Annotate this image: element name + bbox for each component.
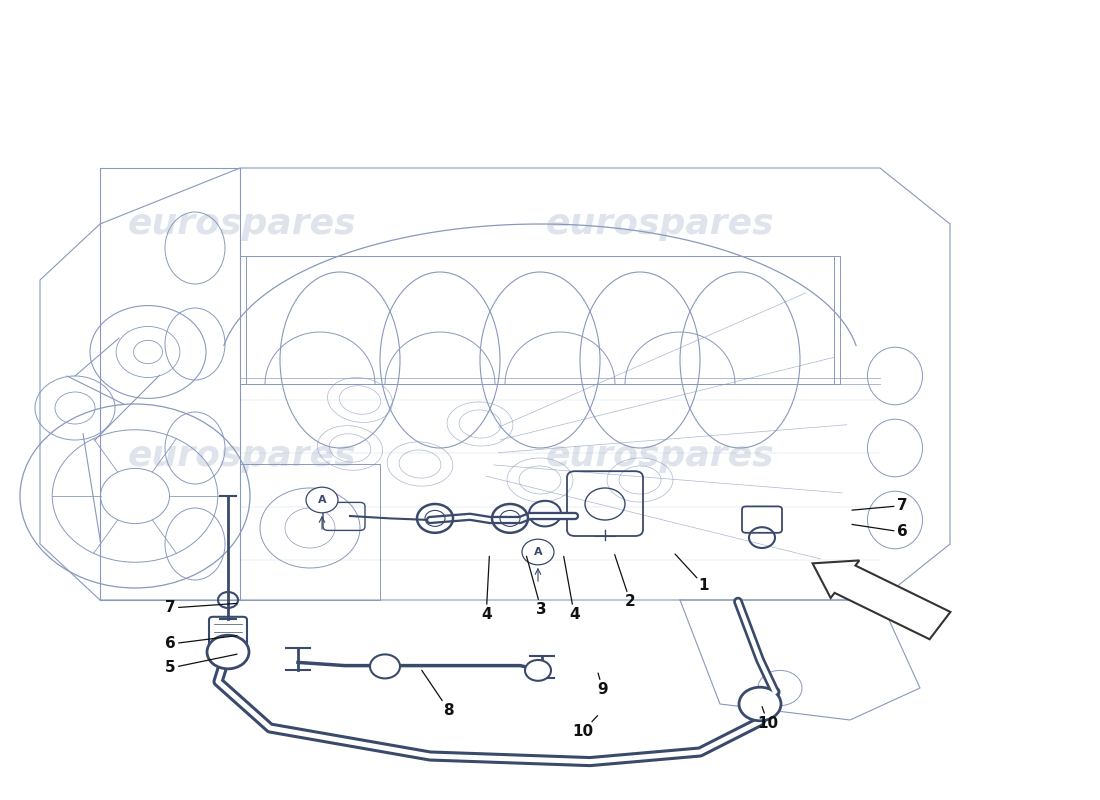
Text: 4: 4 [563, 556, 580, 622]
Text: 10: 10 [757, 706, 779, 730]
Circle shape [207, 635, 249, 669]
Text: 10: 10 [572, 716, 597, 738]
Text: A: A [318, 495, 327, 505]
Text: 1: 1 [675, 554, 710, 593]
Text: 8: 8 [421, 670, 454, 718]
Text: A: A [534, 547, 542, 557]
Text: eurospares: eurospares [546, 439, 774, 473]
Text: eurospares: eurospares [128, 207, 356, 241]
Text: 7: 7 [852, 498, 907, 513]
Text: 6: 6 [851, 525, 907, 539]
Text: eurospares: eurospares [128, 439, 356, 473]
Text: 6: 6 [165, 635, 236, 651]
Text: 2: 2 [615, 554, 636, 609]
Circle shape [525, 660, 551, 681]
FancyArrow shape [813, 561, 950, 639]
Text: eurospares: eurospares [546, 207, 774, 241]
Circle shape [522, 539, 554, 565]
Text: 9: 9 [597, 673, 608, 697]
Circle shape [739, 687, 781, 721]
Text: 3: 3 [527, 556, 547, 617]
Text: 4: 4 [481, 556, 492, 622]
Circle shape [370, 654, 400, 678]
Circle shape [306, 487, 338, 513]
Text: 5: 5 [165, 654, 238, 675]
Text: 7: 7 [165, 601, 236, 615]
